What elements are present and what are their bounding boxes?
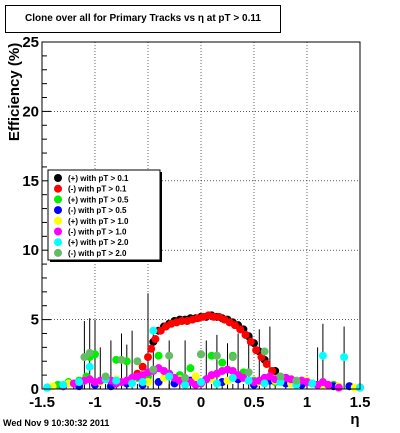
data-point <box>154 351 163 360</box>
data-point <box>212 379 221 388</box>
data-point <box>75 378 84 387</box>
data-point <box>117 355 126 364</box>
x-tick-label: 0 <box>197 394 205 411</box>
data-point <box>246 337 255 346</box>
data-point <box>318 351 327 360</box>
x-tick-label: -1.5 <box>29 394 55 411</box>
legend-marker <box>54 174 62 182</box>
data-point <box>181 380 190 389</box>
data-point <box>138 378 147 387</box>
data-point <box>85 348 94 357</box>
data-point <box>340 353 349 362</box>
legend-marker <box>54 238 62 247</box>
y-axis-label: Efficiency (%) <box>6 43 23 141</box>
y-tick-label: 5 <box>31 312 39 329</box>
title-box: Clone over all for Primary Tracks vs η a… <box>5 5 281 33</box>
data-point <box>147 344 156 353</box>
data-point <box>244 376 253 385</box>
legend-label: (-) with pT > 0.5 <box>68 206 127 215</box>
legend-label: (-) with pT > 2.0 <box>68 249 127 258</box>
data-point <box>252 346 261 355</box>
data-point <box>236 325 245 334</box>
data-point <box>262 360 271 369</box>
chart-title: Clone over all for Primary Tracks vs η a… <box>25 13 261 24</box>
data-point <box>276 378 285 387</box>
data-point <box>212 351 221 360</box>
legend-marker <box>54 184 62 193</box>
data-point <box>151 335 160 344</box>
legend-box <box>47 169 161 261</box>
data-point <box>197 378 205 387</box>
data-point <box>334 383 343 392</box>
data-point <box>101 372 110 381</box>
x-tick-label: 1.5 <box>350 394 371 411</box>
x-axis-label: η <box>350 411 359 428</box>
x-tick-label: 0.5 <box>244 394 265 411</box>
data-point <box>165 372 174 381</box>
plot-frame <box>41 41 361 390</box>
data-point <box>191 372 200 381</box>
data-point <box>324 380 333 389</box>
legend-marker <box>54 227 62 236</box>
data-point <box>59 380 68 389</box>
data-point <box>112 376 121 385</box>
data-point <box>144 353 152 362</box>
data-point <box>181 373 190 382</box>
y-tick-label: 10 <box>22 242 39 259</box>
x-tick-label: -0.5 <box>135 394 161 411</box>
data-point <box>228 373 237 382</box>
legend-marker <box>54 248 62 257</box>
data-point <box>244 368 253 377</box>
x-tick-label: -1 <box>88 394 101 411</box>
data-point <box>43 383 52 392</box>
data-point <box>138 362 147 371</box>
data-point <box>133 357 142 366</box>
data-point <box>149 365 158 374</box>
data-point <box>128 379 137 388</box>
data-point <box>218 358 227 367</box>
data-point <box>260 379 269 388</box>
legend-marker <box>54 216 62 225</box>
data-point <box>197 350 205 359</box>
legend-marker <box>54 206 62 215</box>
data-point <box>276 372 285 381</box>
legend-label: (+) with pT > 0.5 <box>68 195 129 204</box>
data-point <box>292 376 301 385</box>
timestamp: Wed Nov 9 10:30:32 2011 <box>3 418 110 428</box>
data-point <box>260 347 269 356</box>
legend-label: (-) with pT > 1.0 <box>68 228 127 237</box>
data-point <box>308 379 317 388</box>
data-point <box>241 330 250 339</box>
data-point <box>186 364 195 373</box>
legend-label: (-) with pT > 0.1 <box>68 185 127 194</box>
y-tick-label: 15 <box>22 173 39 190</box>
y-tick-label: 20 <box>22 103 39 120</box>
data-point <box>85 362 94 371</box>
y-tick-label: 0 <box>31 381 39 398</box>
y-tick-label: 25 <box>22 34 39 51</box>
legend-label: (+) with pT > 1.0 <box>68 217 129 226</box>
data-point <box>165 351 174 360</box>
legend-label: (+) with pT > 2.0 <box>68 238 129 247</box>
data-point <box>228 353 237 362</box>
legend-label: (+) with pT > 0.1 <box>68 174 129 183</box>
data-point <box>149 326 158 335</box>
x-tick-label: 1 <box>303 394 311 411</box>
legend-marker <box>54 195 62 204</box>
